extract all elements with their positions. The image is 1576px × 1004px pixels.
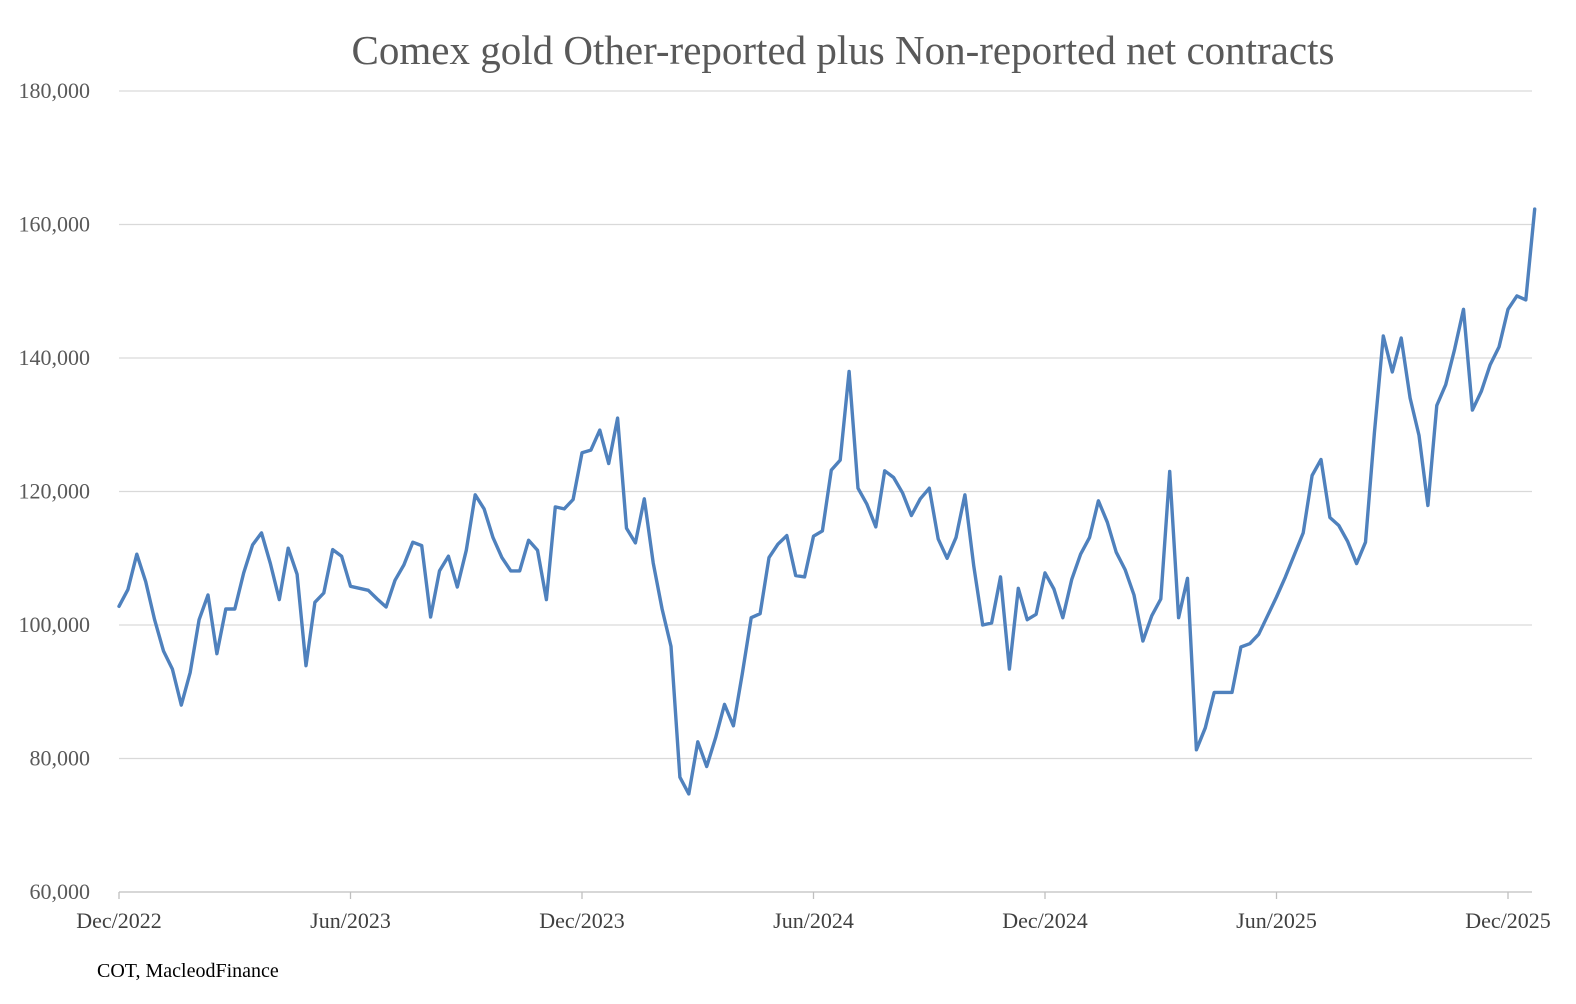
y-tick-label: 140,000 [19, 345, 91, 370]
x-tick-label: Jun/2025 [1236, 908, 1317, 933]
series-layer [117, 207, 1537, 796]
y-tick-label: 180,000 [19, 78, 91, 103]
y-tick-label: 100,000 [19, 612, 91, 637]
series-line [117, 207, 1537, 796]
gridlines [119, 90, 1532, 893]
chart-title: Comex gold Other-reported plus Non-repor… [352, 27, 1335, 73]
y-axis: 60,000 80,000 100,000 120,000 140,000 160,000… [19, 78, 91, 904]
y-tick-label: 80,000 [30, 746, 91, 771]
y-tick-label: 160,000 [19, 212, 91, 237]
x-tick-label: Dec/2024 [1002, 908, 1088, 933]
x-tick-label: Dec/2022 [76, 908, 162, 933]
y-tick-label: 120,000 [19, 479, 91, 504]
source-note: COT, MacleodFinance [97, 960, 279, 982]
x-tick-label: Jun/2023 [310, 908, 391, 933]
x-axis: Dec/2022 Jun/2023 Dec/2023 Jun/2024 Dec/2024… [76, 892, 1551, 933]
x-tick-label: Dec/2025 [1465, 908, 1551, 933]
x-tick-label: Jun/2024 [773, 908, 854, 933]
x-tick-label: Dec/2023 [539, 908, 625, 933]
y-tick-label: 60,000 [30, 879, 91, 904]
